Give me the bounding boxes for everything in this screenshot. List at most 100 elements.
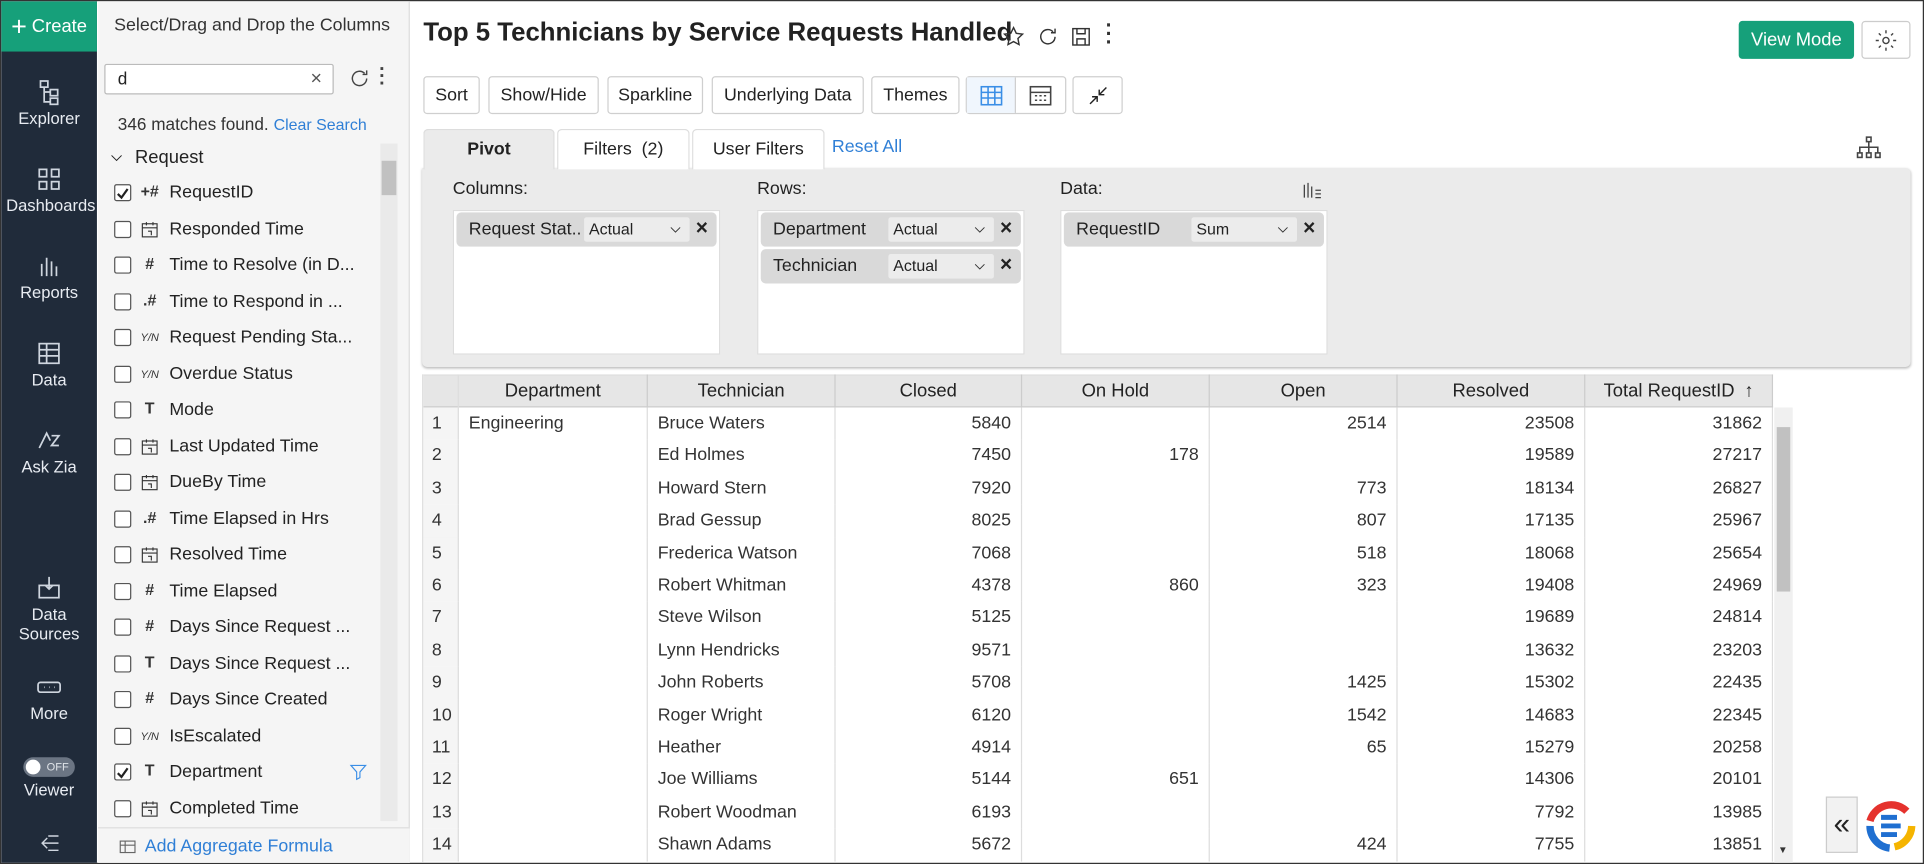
star-icon[interactable] bbox=[1001, 25, 1026, 50]
column-header[interactable]: Department bbox=[459, 374, 648, 408]
aggregate-dropdown[interactable]: Actual bbox=[888, 217, 994, 242]
field-row[interactable]: Y/N Request Pending Sta... bbox=[98, 324, 380, 351]
field-row[interactable]: # Time to Resolve (in D... bbox=[98, 252, 380, 279]
column-header[interactable]: On Hold bbox=[1022, 374, 1210, 408]
checkbox[interactable] bbox=[114, 690, 132, 709]
field-row[interactable]: Resolved Time bbox=[98, 541, 380, 568]
field-row[interactable]: # Days Since Created bbox=[98, 686, 380, 713]
checkbox[interactable] bbox=[114, 509, 132, 528]
group-header[interactable]: Request bbox=[108, 147, 204, 168]
checkbox[interactable] bbox=[114, 220, 132, 238]
aggregate-dropdown[interactable]: Actual bbox=[584, 217, 690, 242]
clear-search-link[interactable]: Clear Search bbox=[273, 115, 367, 134]
assistant-logo[interactable] bbox=[1860, 796, 1922, 856]
shelf-box: Department Actual × Technician Actual × bbox=[757, 209, 1025, 355]
nav-item[interactable]: More bbox=[1, 673, 97, 742]
hierarchy-icon[interactable] bbox=[1853, 134, 1887, 161]
aggregate-dropdown[interactable]: Actual bbox=[888, 254, 994, 279]
field-row[interactable]: T Days Since Request ... bbox=[98, 650, 380, 677]
checkbox[interactable] bbox=[114, 256, 132, 274]
field-row[interactable]: DueBy Time bbox=[98, 469, 380, 496]
settings-button[interactable] bbox=[1861, 20, 1911, 59]
table-row: 10 Roger Wright 6120 1542 14683 22345 bbox=[423, 699, 1774, 732]
checkbox[interactable] bbox=[114, 328, 132, 347]
checkbox[interactable] bbox=[114, 365, 132, 383]
column-header[interactable]: Total RequestID ↑ bbox=[1585, 374, 1774, 408]
checkbox[interactable] bbox=[114, 582, 132, 600]
filter-icon[interactable] bbox=[348, 762, 368, 782]
toolbar-button[interactable]: Sort bbox=[423, 76, 480, 115]
checkbox[interactable] bbox=[114, 799, 132, 817]
checkbox[interactable] bbox=[114, 546, 132, 564]
checkbox[interactable] bbox=[114, 727, 132, 745]
nav-item[interactable]: Data Sources bbox=[1, 573, 97, 654]
toolbar-button[interactable]: Underlying Data bbox=[711, 76, 864, 115]
tab[interactable]: Pivot bbox=[423, 128, 555, 170]
field-row[interactable]: Y/N IsEscalated bbox=[98, 722, 380, 749]
remove-chip[interactable]: × bbox=[1000, 215, 1013, 240]
toolbar-button[interactable]: Themes bbox=[871, 76, 960, 115]
expand-panel-button[interactable]: « bbox=[1825, 796, 1858, 853]
toolbar-button[interactable]: Show/Hide bbox=[488, 76, 599, 115]
field-row[interactable]: # Days Since Request ... bbox=[98, 614, 380, 641]
save-icon[interactable] bbox=[1069, 25, 1094, 50]
clear-search-x[interactable]: × bbox=[310, 68, 322, 90]
aggregate-dropdown[interactable]: Sum bbox=[1191, 217, 1297, 242]
field-row[interactable]: .# Time Elapsed in Hrs bbox=[98, 505, 380, 532]
reset-all-link[interactable]: Reset All bbox=[831, 137, 903, 158]
field-row[interactable]: Responded Time bbox=[98, 215, 380, 242]
table-cell: 4378 bbox=[836, 569, 1023, 602]
tab[interactable]: Filters (2) bbox=[557, 128, 690, 170]
field-chip[interactable]: Request Stat... Actual × bbox=[456, 212, 717, 247]
chart-view-button[interactable] bbox=[1016, 77, 1065, 113]
table-cell: 23508 bbox=[1398, 407, 1586, 440]
collapse-nav[interactable] bbox=[37, 831, 64, 856]
column-header[interactable]: Resolved bbox=[1398, 374, 1586, 408]
refresh-icon[interactable] bbox=[1036, 25, 1061, 50]
data-shelf-icon[interactable] bbox=[1297, 179, 1326, 201]
field-row[interactable]: Last Updated Time bbox=[98, 433, 380, 460]
viewer-toggle[interactable]: OFF bbox=[23, 757, 75, 777]
nav-item[interactable]: Ask Zia bbox=[1, 426, 97, 495]
field-row[interactable]: # Time Elapsed bbox=[98, 577, 380, 604]
field-row[interactable]: +# RequestID bbox=[98, 179, 380, 206]
search-box[interactable]: d × bbox=[104, 63, 334, 95]
column-header[interactable]: Technician bbox=[648, 374, 836, 408]
nav-item[interactable]: Data bbox=[1, 339, 97, 408]
checkbox[interactable] bbox=[114, 401, 132, 419]
view-mode-button[interactable]: View Mode bbox=[1738, 20, 1855, 59]
field-chip[interactable]: RequestID Sum × bbox=[1063, 212, 1324, 247]
table-view-button[interactable] bbox=[966, 77, 1016, 113]
refresh-icon[interactable] bbox=[347, 66, 372, 91]
nav-item[interactable]: Reports bbox=[1, 252, 97, 321]
more-icon[interactable]: · · · bbox=[1105, 13, 1113, 54]
checkbox[interactable] bbox=[114, 292, 132, 310]
column-header[interactable]: Closed bbox=[836, 374, 1023, 408]
footer-bar[interactable]: Add Aggregate Formula bbox=[98, 827, 410, 863]
field-row[interactable]: T Department bbox=[98, 758, 380, 785]
toolbar-button[interactable]: Sparkline bbox=[607, 76, 704, 115]
field-row[interactable]: Y/N Overdue Status bbox=[98, 360, 380, 387]
checkbox[interactable] bbox=[114, 437, 132, 455]
checkbox[interactable] bbox=[114, 654, 132, 672]
remove-chip[interactable]: × bbox=[695, 215, 708, 240]
checkbox[interactable] bbox=[114, 473, 132, 491]
column-header[interactable]: Open bbox=[1210, 374, 1398, 408]
collapse-button[interactable] bbox=[1072, 76, 1123, 115]
checkbox[interactable] bbox=[114, 763, 132, 781]
remove-chip[interactable]: × bbox=[1303, 215, 1316, 240]
remove-chip[interactable]: × bbox=[1000, 252, 1013, 277]
field-chip[interactable]: Technician Actual × bbox=[760, 249, 1021, 284]
nav-item[interactable]: Dashboards bbox=[1, 164, 97, 233]
field-row[interactable]: Completed Time bbox=[98, 795, 380, 822]
nav-item[interactable]: Explorer bbox=[1, 77, 97, 146]
field-chip[interactable]: Department Actual × bbox=[760, 212, 1021, 247]
checkbox[interactable] bbox=[114, 184, 132, 202]
field-row[interactable]: T Mode bbox=[98, 396, 380, 423]
field-row[interactable]: .# Time to Respond in ... bbox=[98, 288, 380, 315]
tab[interactable]: User Filters bbox=[692, 128, 825, 170]
create-button[interactable]: + Create bbox=[1, 1, 97, 52]
more-icon[interactable]: · · · bbox=[379, 58, 386, 95]
checkbox[interactable] bbox=[114, 618, 132, 636]
table-cell: John Roberts bbox=[648, 666, 836, 700]
